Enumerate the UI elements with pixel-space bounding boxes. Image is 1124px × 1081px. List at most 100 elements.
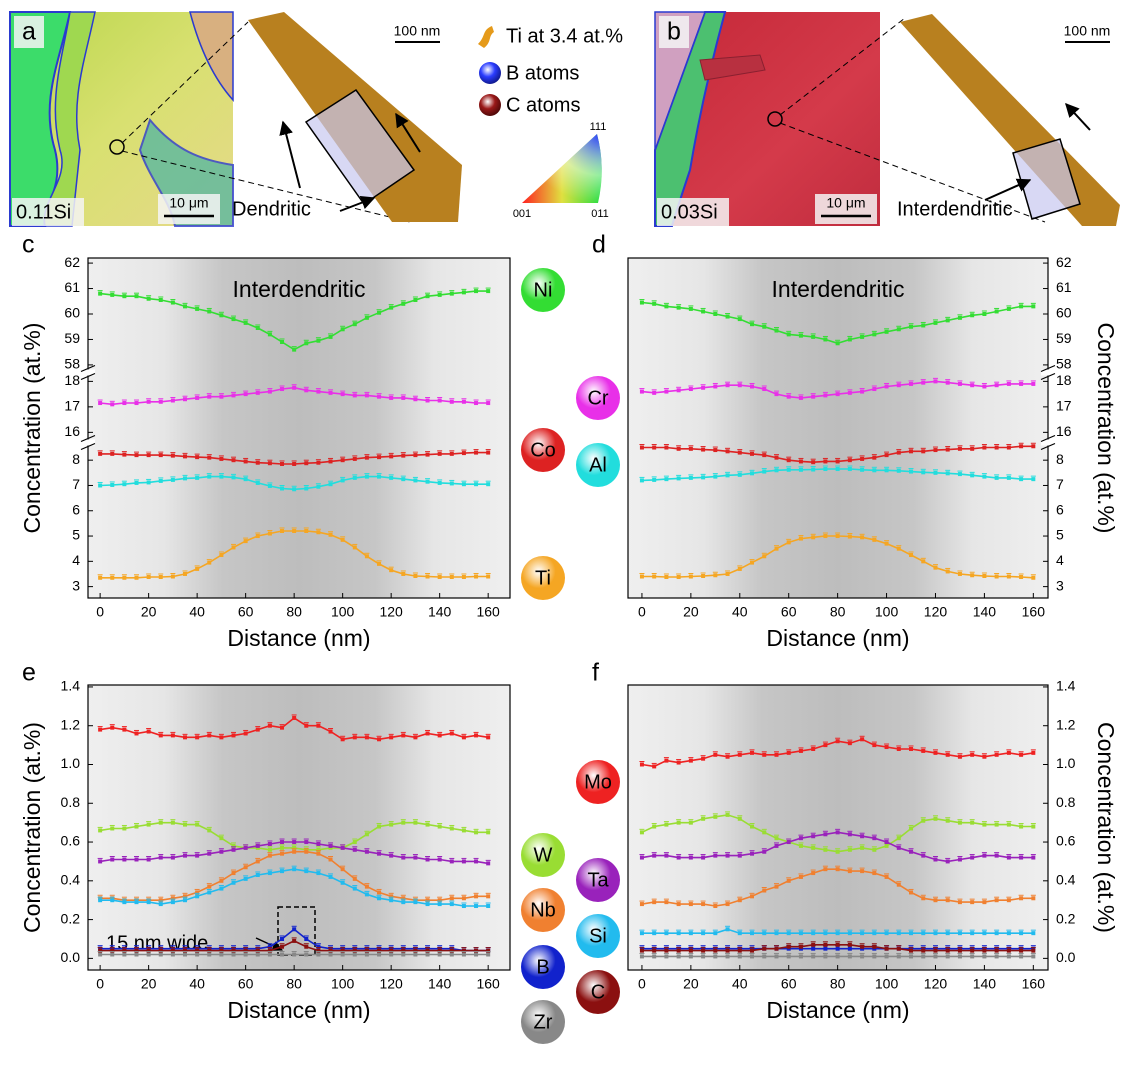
data-point bbox=[413, 855, 418, 860]
data-point bbox=[1031, 381, 1036, 386]
y-tick-label: 0.8 bbox=[61, 794, 81, 810]
panel-label: f bbox=[592, 659, 599, 687]
x-tick-label: 100 bbox=[331, 604, 355, 620]
legend-label: Cr bbox=[587, 387, 608, 409]
data-point bbox=[798, 395, 803, 400]
data-point bbox=[872, 954, 877, 959]
data-point bbox=[243, 459, 248, 464]
data-point bbox=[170, 948, 175, 953]
data-point bbox=[255, 727, 260, 732]
data-point bbox=[401, 896, 406, 901]
data-point bbox=[798, 931, 803, 936]
data-point bbox=[437, 948, 442, 953]
data-point bbox=[725, 383, 730, 388]
data-point bbox=[486, 948, 491, 953]
data-point bbox=[122, 826, 127, 831]
data-point bbox=[413, 453, 418, 458]
data-point bbox=[304, 486, 309, 491]
data-point bbox=[195, 455, 200, 460]
plot-frame bbox=[87, 684, 511, 971]
data-point bbox=[364, 892, 369, 897]
data-point bbox=[134, 401, 139, 406]
data-point bbox=[896, 383, 901, 388]
data-point bbox=[486, 574, 491, 579]
data-point bbox=[664, 445, 669, 450]
y-tick-label: 16 bbox=[1056, 423, 1072, 439]
data-point bbox=[364, 832, 369, 837]
data-point bbox=[957, 954, 962, 959]
data-point bbox=[328, 729, 333, 734]
data-point bbox=[847, 847, 852, 852]
axis-break bbox=[1040, 372, 1056, 381]
data-point bbox=[896, 946, 901, 951]
data-point bbox=[994, 752, 999, 757]
data-point bbox=[896, 746, 901, 751]
data-point bbox=[945, 948, 950, 953]
data-point bbox=[725, 948, 730, 953]
data-point bbox=[340, 952, 345, 957]
data-point bbox=[110, 482, 115, 487]
data-point bbox=[1031, 896, 1036, 901]
data-point bbox=[219, 474, 224, 479]
data-point bbox=[328, 952, 333, 957]
data-point bbox=[1031, 304, 1036, 309]
y-tick-label: 58 bbox=[64, 356, 80, 372]
data-point bbox=[340, 458, 345, 463]
data-point bbox=[933, 750, 938, 755]
data-point bbox=[425, 398, 430, 403]
data-point bbox=[134, 294, 139, 299]
axis-break bbox=[1040, 364, 1056, 373]
data-point bbox=[945, 898, 950, 903]
data-point bbox=[713, 448, 718, 453]
data-point bbox=[413, 478, 418, 483]
data-point bbox=[811, 871, 816, 876]
data-point bbox=[183, 822, 188, 827]
axis-break bbox=[1040, 442, 1056, 451]
data-point bbox=[389, 454, 394, 459]
data-point bbox=[170, 398, 175, 403]
data-point bbox=[713, 853, 718, 858]
data-point bbox=[219, 886, 224, 891]
data-point bbox=[474, 859, 479, 864]
arrow bbox=[339, 195, 376, 212]
data-point bbox=[486, 289, 491, 294]
y-tick-label: 4 bbox=[1056, 552, 1064, 568]
data-point bbox=[340, 737, 345, 742]
y-tick-label: 0.2 bbox=[1056, 910, 1076, 926]
legend-swatch bbox=[521, 268, 565, 312]
data-point bbox=[292, 487, 297, 492]
data-point bbox=[688, 948, 693, 953]
data-point bbox=[195, 395, 200, 400]
data-point bbox=[921, 948, 926, 953]
data-point bbox=[292, 952, 297, 957]
data-point bbox=[786, 954, 791, 959]
data-point bbox=[945, 471, 950, 476]
data-point bbox=[122, 575, 127, 580]
data-point bbox=[352, 545, 357, 550]
data-point bbox=[847, 869, 852, 874]
data-point bbox=[195, 952, 200, 957]
data-point bbox=[292, 867, 297, 872]
data-point bbox=[823, 337, 828, 342]
legend-swatch bbox=[576, 914, 620, 958]
b-swatch bbox=[479, 62, 501, 84]
data-point bbox=[425, 452, 430, 457]
data-point bbox=[811, 746, 816, 751]
data-point bbox=[676, 902, 681, 907]
data-point bbox=[713, 954, 718, 959]
data-point bbox=[98, 948, 103, 953]
data-point bbox=[713, 312, 718, 316]
data-point bbox=[267, 461, 272, 466]
legend-label: Nb bbox=[530, 899, 556, 921]
data-point bbox=[994, 948, 999, 953]
data-point bbox=[737, 954, 742, 959]
data-point bbox=[207, 560, 212, 565]
sample-label: 0.03Si bbox=[661, 201, 718, 223]
data-point bbox=[401, 733, 406, 738]
data-point bbox=[401, 948, 406, 953]
data-point bbox=[909, 746, 914, 751]
data-point bbox=[872, 847, 877, 852]
data-point bbox=[713, 752, 718, 757]
data-point bbox=[316, 948, 321, 953]
